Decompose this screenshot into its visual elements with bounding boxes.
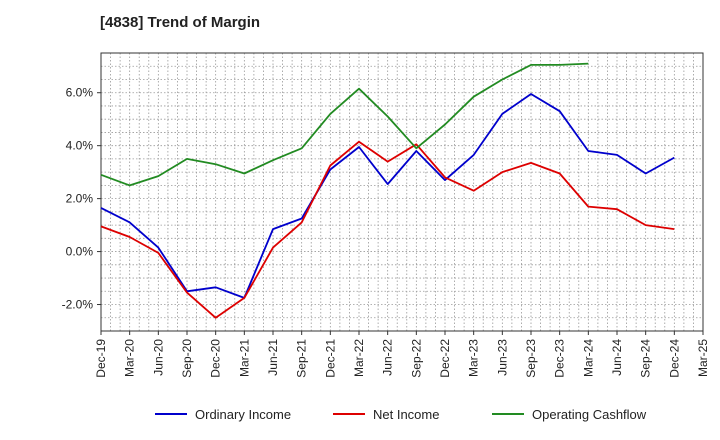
x-tick-label: Dec-21 (323, 339, 337, 378)
plot-area-border (100, 52, 704, 332)
x-tick-label: Dec-19 (94, 339, 108, 378)
x-tick-label: Dec-24 (667, 339, 681, 378)
chart-title: [4838] Trend of Margin (100, 14, 261, 31)
x-tick-label: Sep-20 (180, 339, 194, 378)
x-tick-label: Jun-20 (151, 339, 165, 376)
x-tick-label: Sep-23 (524, 339, 538, 378)
y-tick-label: 4.0% (66, 139, 94, 153)
legend-label-operating-cashflow: Operating Cashflow (532, 407, 647, 422)
y-tick-label: 0.0% (66, 245, 94, 259)
x-tick-label: Jun-22 (381, 339, 395, 376)
series-line-operating-cashflow (100, 62, 589, 187)
y-tick-label: 6.0% (66, 86, 94, 100)
x-tick-label: Jun-23 (495, 339, 509, 376)
y-tick-label: -2.0% (62, 298, 94, 312)
x-tick-label: Mar-22 (352, 339, 366, 377)
legend-label-net-income: Net Income (373, 407, 439, 422)
series-line-ordinary-income (100, 93, 675, 299)
x-tick-label: Sep-24 (639, 339, 653, 378)
y-tick-label: 2.0% (66, 192, 94, 206)
x-tick-label: Dec-23 (553, 339, 567, 378)
legend-label-ordinary-income: Ordinary Income (195, 407, 291, 422)
x-tick-label: Dec-20 (209, 339, 223, 378)
x-tick-label: Mar-21 (237, 339, 251, 377)
x-tick-label: Mar-24 (581, 339, 595, 377)
x-tick-label: Jun-24 (610, 339, 624, 376)
x-tick-label: Sep-22 (409, 339, 423, 378)
x-tick-label: Dec-22 (438, 339, 452, 378)
x-tick-label: Jun-21 (266, 339, 280, 376)
x-tick-label: Mar-25 (696, 339, 710, 377)
x-tick-label: Mar-20 (123, 339, 137, 377)
series-line-net-income (100, 140, 675, 319)
x-tick-label: Mar-23 (467, 339, 481, 377)
x-tick-label: Sep-21 (295, 339, 309, 378)
